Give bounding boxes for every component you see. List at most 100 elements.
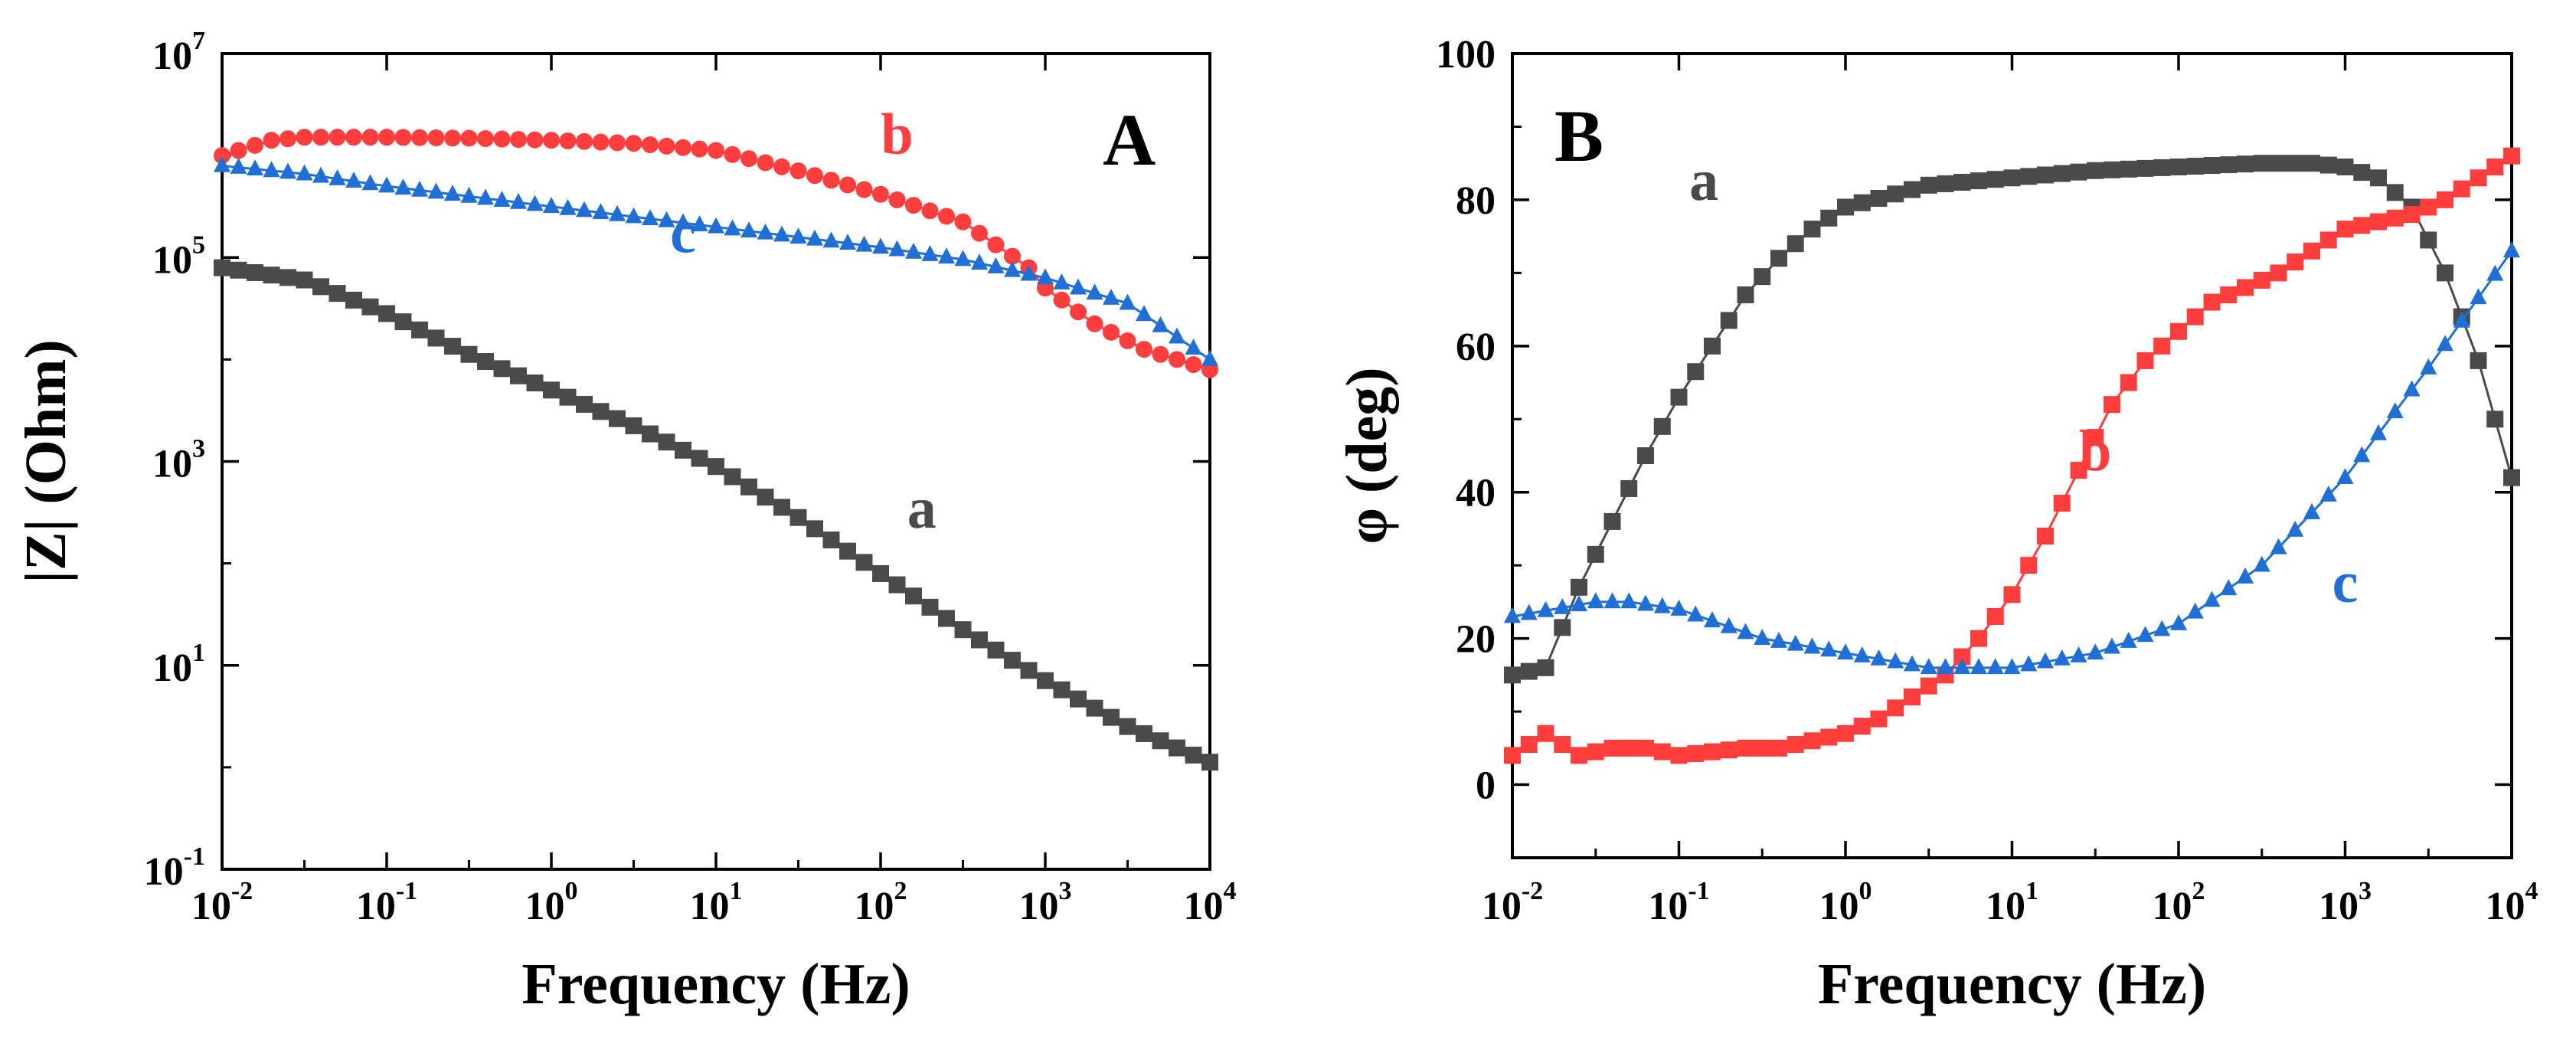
series-c-marker	[312, 166, 329, 183]
series-b-marker	[1687, 744, 1705, 762]
series-a-marker	[2437, 264, 2453, 282]
series-b-marker	[2253, 271, 2270, 289]
x-tick-label: 104	[1184, 877, 1237, 928]
y-tick-label: 107	[152, 27, 205, 78]
series-c-marker	[1986, 658, 2004, 675]
series-a-marker	[1086, 699, 1103, 717]
series-a	[214, 259, 1218, 771]
series-c-marker	[2386, 402, 2404, 419]
series-c-marker	[1004, 260, 1021, 277]
series-a-marker	[1571, 578, 1587, 596]
series-c-marker	[2486, 264, 2504, 281]
series-a-marker	[888, 576, 906, 594]
series-b-line	[221, 136, 1211, 371]
series-c	[214, 155, 1218, 366]
series-b-marker	[361, 129, 379, 146]
series-b-marker	[1653, 743, 1671, 761]
series-b-marker	[1904, 689, 1921, 705]
series-c-marker	[2003, 658, 2021, 675]
series-b-marker	[1820, 728, 1838, 746]
series-b-marker	[411, 129, 428, 146]
series-c-marker	[642, 209, 659, 226]
series-b-marker	[1720, 741, 1737, 759]
series-a-marker	[2170, 158, 2187, 175]
series-a-marker	[2020, 168, 2038, 185]
series-c-marker	[1770, 631, 1787, 648]
series-b-marker	[642, 136, 659, 154]
series-b-marker	[2503, 147, 2520, 165]
series-c-marker	[2253, 555, 2270, 572]
y-tick-label: 40	[1456, 472, 1496, 515]
series-a-marker	[460, 345, 478, 363]
series-b-marker	[1787, 736, 1804, 754]
series-b-marker	[1554, 736, 1571, 754]
series-b-marker	[2136, 352, 2154, 369]
series-a-marker	[1687, 363, 1705, 381]
series-b-marker	[675, 139, 691, 156]
series-a-marker	[1185, 746, 1202, 764]
series-c-marker	[1720, 617, 1737, 633]
series-a-marker	[378, 305, 395, 322]
series-b-marker	[1754, 739, 1771, 757]
series-c-marker	[2370, 424, 2387, 440]
series-b-marker	[2420, 198, 2437, 216]
series-b-marker	[2170, 322, 2187, 340]
series-b-marker	[822, 172, 840, 189]
series-b-marker	[2003, 586, 2021, 604]
x-axis-title: Frequency (Hz)	[521, 952, 910, 1016]
series-a-marker	[1920, 176, 1937, 194]
series-b-marker	[2186, 308, 2204, 325]
series-a-marker	[394, 313, 412, 331]
panel-a-chart: 10-2 10-1 100 101 102 103 10410-1101103105107F…	[14, 27, 1237, 1016]
series-a-marker	[1653, 417, 1671, 435]
series-a-marker	[658, 433, 675, 451]
series-b-marker	[855, 181, 873, 198]
series-a-marker	[1070, 690, 1087, 708]
series-a-marker	[773, 499, 790, 516]
series-b-marker	[724, 146, 741, 163]
series-b-marker	[2220, 286, 2238, 303]
x-tick-label: 100	[525, 877, 578, 928]
series-a-marker	[789, 509, 807, 526]
series-a-marker	[2037, 166, 2054, 184]
series-a-marker	[361, 298, 379, 316]
series-c-marker	[1853, 646, 1871, 662]
curve-label-a: a	[907, 476, 937, 541]
series-a-marker	[427, 329, 445, 347]
series-c-marker	[2503, 241, 2520, 258]
series-b-marker	[1837, 725, 1854, 742]
series-b-marker	[526, 131, 544, 149]
series-a-marker	[2370, 169, 2387, 187]
series-a-marker	[625, 417, 642, 434]
series-a-marker	[691, 450, 708, 467]
series-c-marker	[280, 162, 296, 179]
series-b-marker	[1986, 608, 2004, 625]
series-a-marker	[2104, 161, 2120, 178]
series-b	[214, 129, 1218, 378]
series-c-marker	[296, 164, 313, 181]
series-b-marker	[2319, 231, 2337, 249]
series-b-marker	[460, 129, 478, 147]
series-b-marker	[708, 142, 724, 159]
series-b-marker	[2087, 429, 2104, 446]
series-c-marker	[1687, 605, 1705, 622]
series-a-marker	[1504, 666, 1521, 684]
x-tick-label: 101	[1986, 877, 2038, 928]
series-a-marker	[954, 621, 972, 639]
panel-b-chart: 10-2 10-1 100 101 102 103 104 0 20 40 60 80 100 Frequ…	[1335, 33, 2538, 1016]
series-b-marker	[1637, 739, 1654, 757]
series-b-marker	[1970, 630, 1987, 647]
series-b-marker	[576, 132, 593, 150]
series-b-marker	[230, 142, 247, 159]
series-c-marker	[806, 229, 823, 246]
series-b-marker	[280, 130, 296, 148]
series-b-marker	[2270, 264, 2287, 282]
series-c-marker	[378, 176, 395, 193]
series-b-marker	[543, 132, 560, 149]
y-tick-label: 0	[1476, 764, 1496, 808]
series-a-marker	[1637, 447, 1654, 464]
series-a-marker	[642, 425, 659, 443]
series-c-marker	[427, 182, 445, 199]
series-c-marker	[394, 178, 412, 195]
series-c-marker	[2153, 620, 2171, 636]
